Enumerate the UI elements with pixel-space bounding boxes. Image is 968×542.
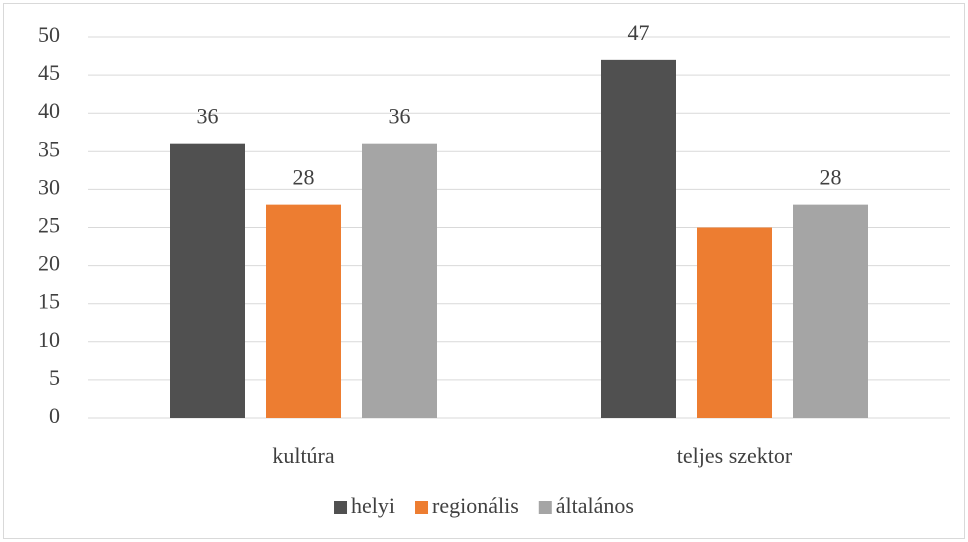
y-tick-label: 5 <box>49 365 60 390</box>
bar <box>170 143 245 418</box>
bar <box>266 204 341 418</box>
data-label: 47 <box>628 20 650 45</box>
data-label: 36 <box>389 104 411 129</box>
y-tick-label: 50 <box>38 22 60 47</box>
y-tick-label: 35 <box>38 136 60 161</box>
legend-label: helyi <box>351 493 395 518</box>
y-tick-label: 10 <box>38 327 60 352</box>
bar <box>362 143 437 418</box>
legend-swatch <box>334 501 348 514</box>
legend-swatch <box>415 501 429 514</box>
data-label: 28 <box>293 165 315 190</box>
bar <box>793 204 868 418</box>
bar <box>697 227 772 418</box>
bar <box>601 59 676 419</box>
legend-label: általános <box>556 493 634 518</box>
data-label: 36 <box>197 104 219 129</box>
y-tick-label: 25 <box>38 213 60 238</box>
y-tick-label: 30 <box>38 174 60 199</box>
legend-swatch <box>538 501 552 514</box>
y-tick-label: 20 <box>38 251 60 276</box>
y-tick-label: 15 <box>38 289 60 314</box>
x-tick-label: kultúra <box>272 443 335 468</box>
x-tick-label: teljes szektor <box>677 443 793 468</box>
y-tick-label: 45 <box>38 60 60 85</box>
data-label: 28 <box>820 165 842 190</box>
legend-label: regionális <box>432 493 519 518</box>
y-tick-label: 40 <box>38 98 60 123</box>
y-tick-label: 0 <box>49 403 60 428</box>
